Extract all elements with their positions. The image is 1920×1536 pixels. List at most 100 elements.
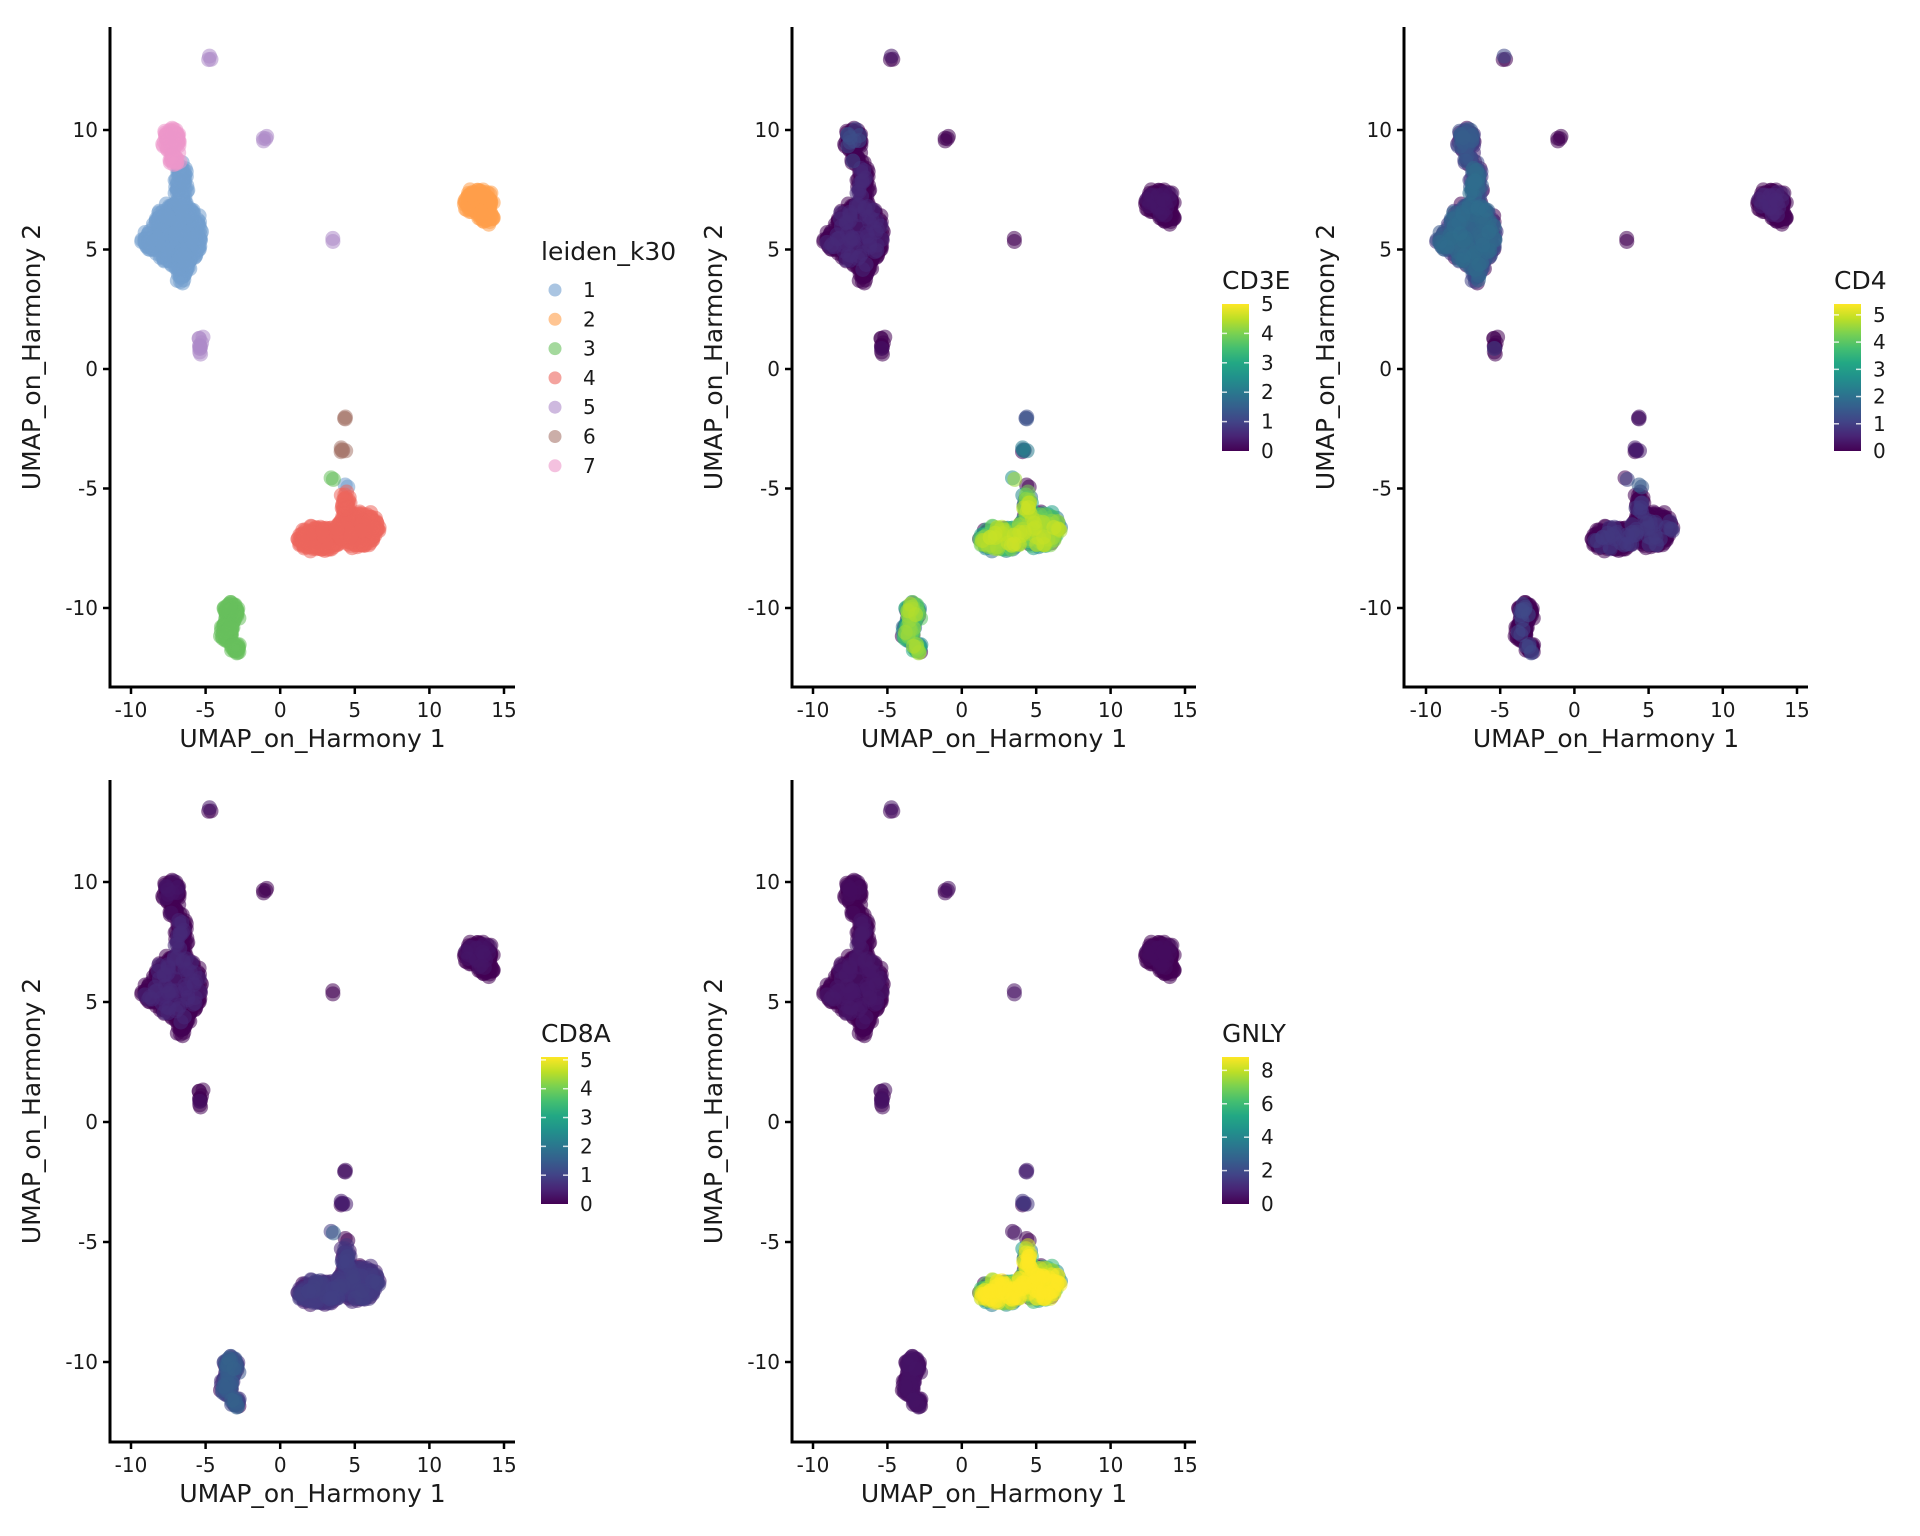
data-point [1486, 341, 1502, 356]
data-point [176, 250, 192, 266]
x-tick-label: 10 [1098, 698, 1123, 722]
y-axis-title: UMAP_on_Harmony 2 [17, 224, 46, 490]
colorbar-tick-label: 0 [1261, 439, 1274, 463]
y-tick-label: -10 [65, 596, 98, 620]
legend-label: 6 [583, 425, 596, 449]
colorbar-tick-label: 3 [1261, 351, 1274, 375]
data-point [192, 344, 208, 360]
data-point [325, 230, 341, 246]
y-tick-label: 0 [85, 357, 98, 381]
colorbar-tick-label: 2 [1261, 380, 1274, 404]
data-point [194, 224, 209, 240]
colorbar-tick-label: 5 [1261, 292, 1274, 316]
legend-marker [548, 312, 562, 326]
data-point [323, 470, 339, 486]
data-point [1046, 520, 1062, 535]
colorbar-tick-label: 4 [1261, 321, 1274, 345]
data-point [315, 523, 331, 539]
legend-label: 3 [583, 337, 596, 361]
data-point [329, 521, 345, 537]
data-point [343, 529, 359, 545]
legend-marker [548, 283, 562, 297]
scatter-points [134, 48, 501, 661]
x-tick-label: -5 [877, 698, 897, 722]
data-point [224, 638, 240, 654]
data-point [1156, 192, 1172, 208]
data-point [842, 130, 858, 146]
data-point [982, 530, 998, 546]
legend-item: 6 [548, 425, 596, 449]
x-tick-label: 15 [1172, 698, 1197, 722]
data-point [177, 173, 193, 189]
legend-label: 5 [583, 395, 596, 419]
legend-marker [548, 400, 562, 414]
data-point [476, 209, 492, 225]
data-point [463, 187, 479, 203]
y-tick-label: 5 [85, 238, 98, 262]
data-point [862, 237, 878, 253]
data-point [295, 533, 311, 549]
legend-item: 1 [548, 278, 596, 302]
y-axis-title: UMAP_on_Harmony 2 [699, 224, 728, 490]
legend-marker [548, 371, 562, 385]
data-point [868, 224, 884, 240]
y-tick-label: -5 [78, 477, 98, 501]
x-tick-label: 0 [274, 698, 287, 722]
data-point [160, 133, 176, 149]
x-tick-label: 10 [417, 698, 442, 722]
x-tick-label: 15 [491, 698, 516, 722]
data-point [1004, 537, 1019, 553]
data-point [1016, 443, 1032, 458]
x-tick-label: -5 [196, 698, 216, 722]
legend-marker [548, 430, 562, 443]
scatter-points [816, 48, 1182, 661]
data-point [1633, 500, 1649, 516]
y-tick-label: 10 [73, 118, 98, 142]
data-point [939, 131, 955, 147]
y-tick-label: -5 [760, 477, 780, 501]
x-axis-title: UMAP_on_Harmony 1 [179, 724, 445, 753]
data-point [1007, 471, 1023, 487]
legend-item: 4 [548, 366, 596, 390]
data-point [1628, 443, 1644, 458]
data-point [160, 209, 176, 225]
data-point [874, 341, 890, 356]
data-point [335, 442, 351, 458]
data-point [906, 638, 921, 654]
data-point [1595, 530, 1611, 546]
data-point [337, 411, 353, 427]
data-point [1141, 198, 1157, 214]
data-point [172, 215, 187, 231]
x-axis-title: UMAP_on_Harmony 1 [861, 724, 1127, 753]
data-point [1006, 230, 1022, 246]
data-point [258, 131, 274, 147]
legend-title: leiden_k30 [541, 237, 676, 266]
data-point [1019, 411, 1035, 427]
data-point [365, 520, 381, 536]
data-point [216, 600, 232, 616]
data-point [908, 607, 924, 623]
legend-label: 4 [583, 366, 596, 390]
y-tick-label: 10 [755, 118, 780, 142]
data-point [1021, 500, 1036, 516]
legend-label: 2 [583, 307, 596, 331]
data-point [203, 51, 219, 67]
data-point [141, 235, 157, 251]
data-point [826, 239, 842, 255]
data-point [221, 621, 237, 637]
data-point [883, 48, 899, 64]
data-point [854, 173, 870, 189]
data-point [865, 202, 881, 218]
legend-marker [548, 342, 562, 356]
legend-item: 3 [548, 337, 596, 361]
x-tick-label: 5 [348, 698, 361, 722]
data-point [843, 248, 859, 264]
colorbar-gradient [1222, 304, 1249, 451]
data-point [1658, 520, 1674, 535]
legend-item: 5 [548, 395, 596, 419]
